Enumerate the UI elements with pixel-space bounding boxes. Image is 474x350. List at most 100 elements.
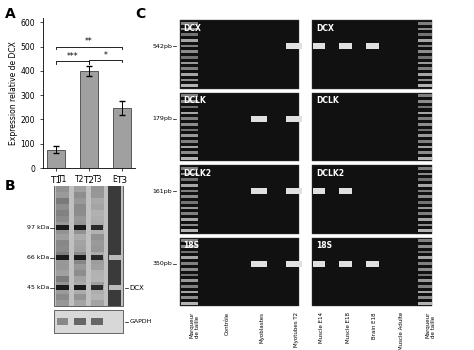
- Bar: [251, 188, 267, 194]
- Bar: [419, 56, 432, 59]
- Bar: [91, 186, 104, 191]
- Bar: [73, 258, 86, 264]
- Bar: [56, 197, 69, 204]
- Bar: [419, 117, 432, 120]
- Bar: [91, 258, 104, 264]
- Bar: [56, 264, 69, 270]
- Text: B: B: [5, 178, 15, 192]
- Text: DCX: DCX: [183, 24, 201, 33]
- Bar: [180, 93, 299, 161]
- Bar: [419, 134, 432, 137]
- Bar: [181, 285, 198, 288]
- Bar: [181, 239, 198, 242]
- Bar: [73, 228, 86, 234]
- Bar: [73, 282, 86, 288]
- Bar: [419, 257, 432, 259]
- Bar: [181, 230, 198, 232]
- Bar: [419, 290, 432, 293]
- Bar: [419, 190, 432, 193]
- Text: T1: T1: [58, 175, 67, 184]
- Bar: [91, 246, 104, 252]
- Bar: [109, 285, 121, 290]
- Bar: [91, 197, 104, 204]
- Bar: [56, 288, 69, 294]
- Bar: [419, 212, 432, 215]
- Bar: [56, 225, 69, 230]
- Bar: [181, 106, 198, 108]
- Bar: [419, 62, 432, 64]
- Bar: [109, 186, 121, 306]
- Bar: [339, 188, 352, 194]
- Bar: [91, 204, 104, 210]
- Text: 350pb: 350pb: [153, 261, 173, 266]
- Bar: [56, 234, 69, 240]
- Bar: [419, 146, 432, 148]
- Text: E: E: [112, 175, 117, 184]
- Bar: [73, 216, 86, 222]
- Bar: [73, 288, 86, 294]
- Bar: [181, 268, 198, 271]
- Bar: [91, 282, 104, 288]
- Text: 18S: 18S: [183, 241, 200, 250]
- Text: **: **: [85, 37, 93, 47]
- Bar: [73, 186, 86, 191]
- Bar: [419, 218, 432, 221]
- Bar: [74, 318, 86, 326]
- Bar: [56, 240, 69, 246]
- Bar: [180, 21, 299, 89]
- Bar: [181, 224, 198, 226]
- Bar: [181, 73, 198, 76]
- Text: 542pb: 542pb: [153, 44, 173, 49]
- Bar: [419, 84, 432, 87]
- Bar: [419, 39, 432, 42]
- Bar: [419, 140, 432, 142]
- Text: T3: T3: [92, 175, 102, 184]
- Bar: [54, 186, 123, 306]
- Text: DCLK2: DCLK2: [183, 169, 211, 178]
- Bar: [91, 300, 104, 306]
- Bar: [419, 45, 432, 47]
- Bar: [56, 228, 69, 234]
- Bar: [181, 178, 198, 181]
- Bar: [73, 270, 86, 276]
- Bar: [91, 276, 104, 282]
- Bar: [419, 128, 432, 131]
- Bar: [419, 157, 432, 160]
- Bar: [419, 268, 432, 271]
- Bar: [419, 33, 432, 36]
- Bar: [181, 123, 198, 126]
- Text: DCX: DCX: [316, 24, 334, 33]
- Bar: [312, 166, 432, 233]
- Bar: [419, 178, 432, 181]
- Bar: [181, 117, 198, 120]
- Bar: [181, 50, 198, 53]
- Bar: [56, 222, 69, 228]
- Text: Muscle E18: Muscle E18: [346, 312, 351, 343]
- Bar: [181, 140, 198, 142]
- Text: C: C: [135, 7, 146, 21]
- Bar: [365, 43, 379, 49]
- Bar: [181, 302, 198, 304]
- Text: *: *: [103, 51, 107, 60]
- Bar: [91, 210, 104, 216]
- Bar: [419, 79, 432, 82]
- Bar: [73, 252, 86, 258]
- Bar: [181, 173, 198, 175]
- Bar: [181, 218, 198, 221]
- Bar: [91, 216, 104, 222]
- Bar: [73, 240, 86, 246]
- Text: DCLK: DCLK: [183, 96, 206, 105]
- Bar: [419, 68, 432, 70]
- Bar: [419, 279, 432, 282]
- Bar: [419, 151, 432, 154]
- Bar: [419, 94, 432, 97]
- Bar: [73, 276, 86, 282]
- Bar: [181, 84, 198, 87]
- Bar: [419, 262, 432, 265]
- Bar: [91, 264, 104, 270]
- Bar: [91, 191, 104, 197]
- Bar: [419, 173, 432, 175]
- Bar: [181, 195, 198, 198]
- Bar: [54, 310, 123, 333]
- Text: Brain E18: Brain E18: [372, 312, 377, 338]
